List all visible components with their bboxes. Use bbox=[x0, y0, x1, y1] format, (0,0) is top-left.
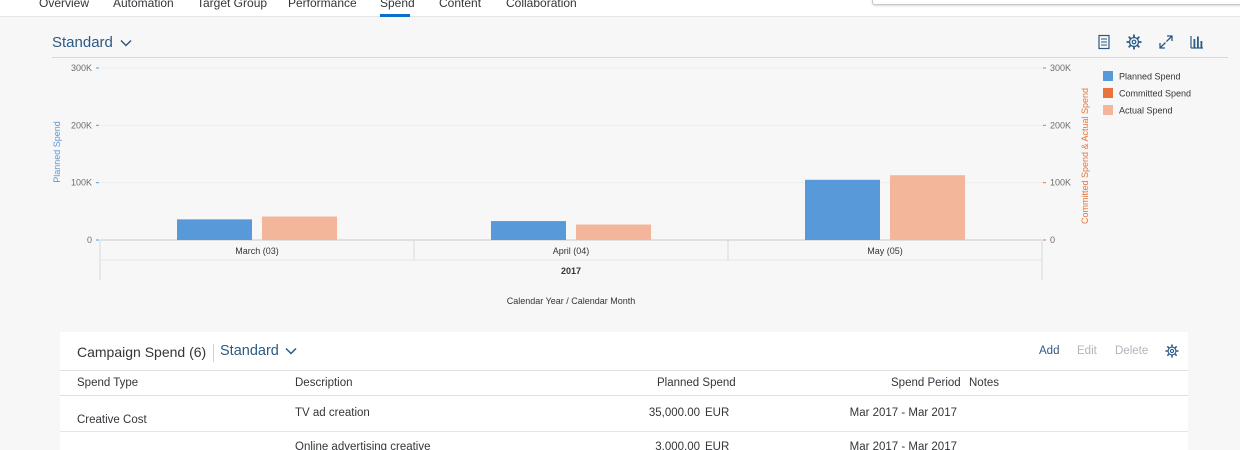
chart-header-divider bbox=[52, 57, 1228, 58]
bar-planned-spend bbox=[491, 221, 566, 240]
delete-button[interactable]: Delete bbox=[1115, 345, 1149, 357]
bar-actual-spend bbox=[890, 175, 965, 240]
left-axis-tick-label: 300K bbox=[71, 63, 92, 73]
column-header-notes[interactable]: Notes bbox=[969, 377, 1000, 389]
x-axis-group-label: 2017 bbox=[561, 266, 581, 276]
edit-button[interactable]: Edit bbox=[1077, 345, 1097, 357]
table-variant-label: Standard bbox=[220, 343, 279, 359]
bar-actual-spend bbox=[262, 216, 337, 240]
overlay-popover-edge bbox=[872, 0, 1240, 5]
right-axis-tick-label: 100K bbox=[1050, 178, 1071, 188]
description-cell: Online advertising creative bbox=[295, 441, 431, 450]
table-settings-icon[interactable] bbox=[1165, 344, 1179, 358]
add-button[interactable]: Add bbox=[1039, 345, 1060, 357]
legend-label: Planned Spend bbox=[1119, 72, 1181, 82]
bar-planned-spend bbox=[805, 179, 880, 240]
fullscreen-icon[interactable] bbox=[1158, 34, 1174, 50]
column-header-spend-period[interactable]: Spend Period bbox=[891, 377, 961, 389]
spend-type-cell: Creative Cost bbox=[77, 414, 147, 426]
chevron-down-icon bbox=[120, 39, 132, 47]
tab-target-group[interactable]: Target Group bbox=[197, 0, 268, 10]
right-axis-tick-label: 200K bbox=[1050, 120, 1071, 130]
tab-spend[interactable]: Spend bbox=[380, 0, 415, 10]
currency-cell: EUR bbox=[705, 407, 730, 419]
bar-actual-spend bbox=[576, 224, 651, 240]
left-axis-title: Planned Spend bbox=[52, 121, 62, 183]
planned-spend-cell: 3,000.00 bbox=[655, 441, 700, 450]
campaign-spend-table-section: Campaign Spend (6) Standard Add Edit Del… bbox=[60, 332, 1188, 450]
column-header-planned-spend[interactable]: Planned Spend bbox=[657, 377, 736, 389]
spend-period-cell: Mar 2017 - Mar 2017 bbox=[849, 441, 957, 450]
spend-period-cell: Mar 2017 - Mar 2017 bbox=[849, 407, 957, 419]
settings-icon[interactable] bbox=[1126, 34, 1142, 50]
x-axis-category-label: April (04) bbox=[553, 246, 590, 256]
table-variant-selector[interactable]: Standard bbox=[220, 343, 298, 359]
table-title: Campaign Spend (6) bbox=[77, 344, 207, 360]
left-axis-tick-label: 100K bbox=[71, 178, 92, 188]
legend-swatch bbox=[1103, 105, 1113, 115]
left-axis-tick-label: 200K bbox=[71, 120, 92, 130]
legend-label: Committed Spend bbox=[1119, 89, 1191, 99]
x-axis-category-label: March (03) bbox=[235, 246, 279, 256]
table-header-row: Spend Type Description Planned Spend Spe… bbox=[60, 370, 1188, 396]
tab-content[interactable]: Content bbox=[439, 0, 482, 10]
row-divider bbox=[60, 431, 1188, 432]
right-axis-tick-label: 0 bbox=[1050, 235, 1055, 245]
bar-planned-spend bbox=[177, 219, 252, 240]
tab-overview[interactable]: Overview bbox=[39, 0, 90, 10]
tab-performance[interactable]: Performance bbox=[288, 0, 357, 10]
chart-variant-label: Standard bbox=[52, 34, 113, 51]
right-axis-tick-label: 300K bbox=[1050, 63, 1071, 73]
active-tab-indicator bbox=[380, 14, 410, 17]
right-axis-title: Committed Spend & Actual Spend bbox=[1080, 88, 1090, 224]
currency-cell: EUR bbox=[705, 441, 730, 450]
legend-swatch bbox=[1103, 71, 1113, 81]
planned-spend-cell: 35,000.00 bbox=[648, 407, 700, 419]
chart-variant-selector[interactable]: Standard bbox=[52, 34, 133, 51]
chart-type-icon[interactable] bbox=[1189, 34, 1205, 50]
left-axis-tick-label: 0 bbox=[87, 235, 92, 245]
legend-swatch bbox=[1103, 88, 1113, 98]
title-divider bbox=[213, 344, 214, 362]
column-header-spend-type[interactable]: Spend Type bbox=[77, 377, 139, 389]
legend-label: Actual Spend bbox=[1119, 106, 1173, 116]
spend-chart-panel: Standard 0 0 100K 100K 200K 200K 300K 300K March bbox=[40, 28, 1228, 328]
tab-collaboration[interactable]: Collaboration bbox=[506, 0, 577, 10]
chevron-down-icon bbox=[285, 347, 297, 355]
table-view-icon[interactable] bbox=[1096, 34, 1112, 50]
column-header-description[interactable]: Description bbox=[295, 377, 353, 389]
spend-bar-chart: 0 0 100K 100K 200K 200K 300K 300K March (03) Apri… bbox=[52, 63, 1191, 306]
x-axis-category-label: May (05) bbox=[867, 246, 903, 256]
tab-automation[interactable]: Automation bbox=[113, 0, 174, 10]
description-cell: TV ad creation bbox=[295, 407, 370, 419]
x-axis-title: Calendar Year / Calendar Month bbox=[507, 296, 636, 306]
